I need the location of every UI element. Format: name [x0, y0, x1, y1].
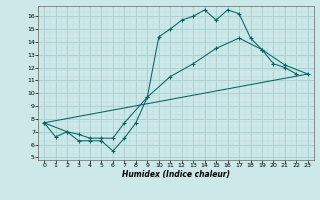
- X-axis label: Humidex (Indice chaleur): Humidex (Indice chaleur): [122, 170, 230, 179]
